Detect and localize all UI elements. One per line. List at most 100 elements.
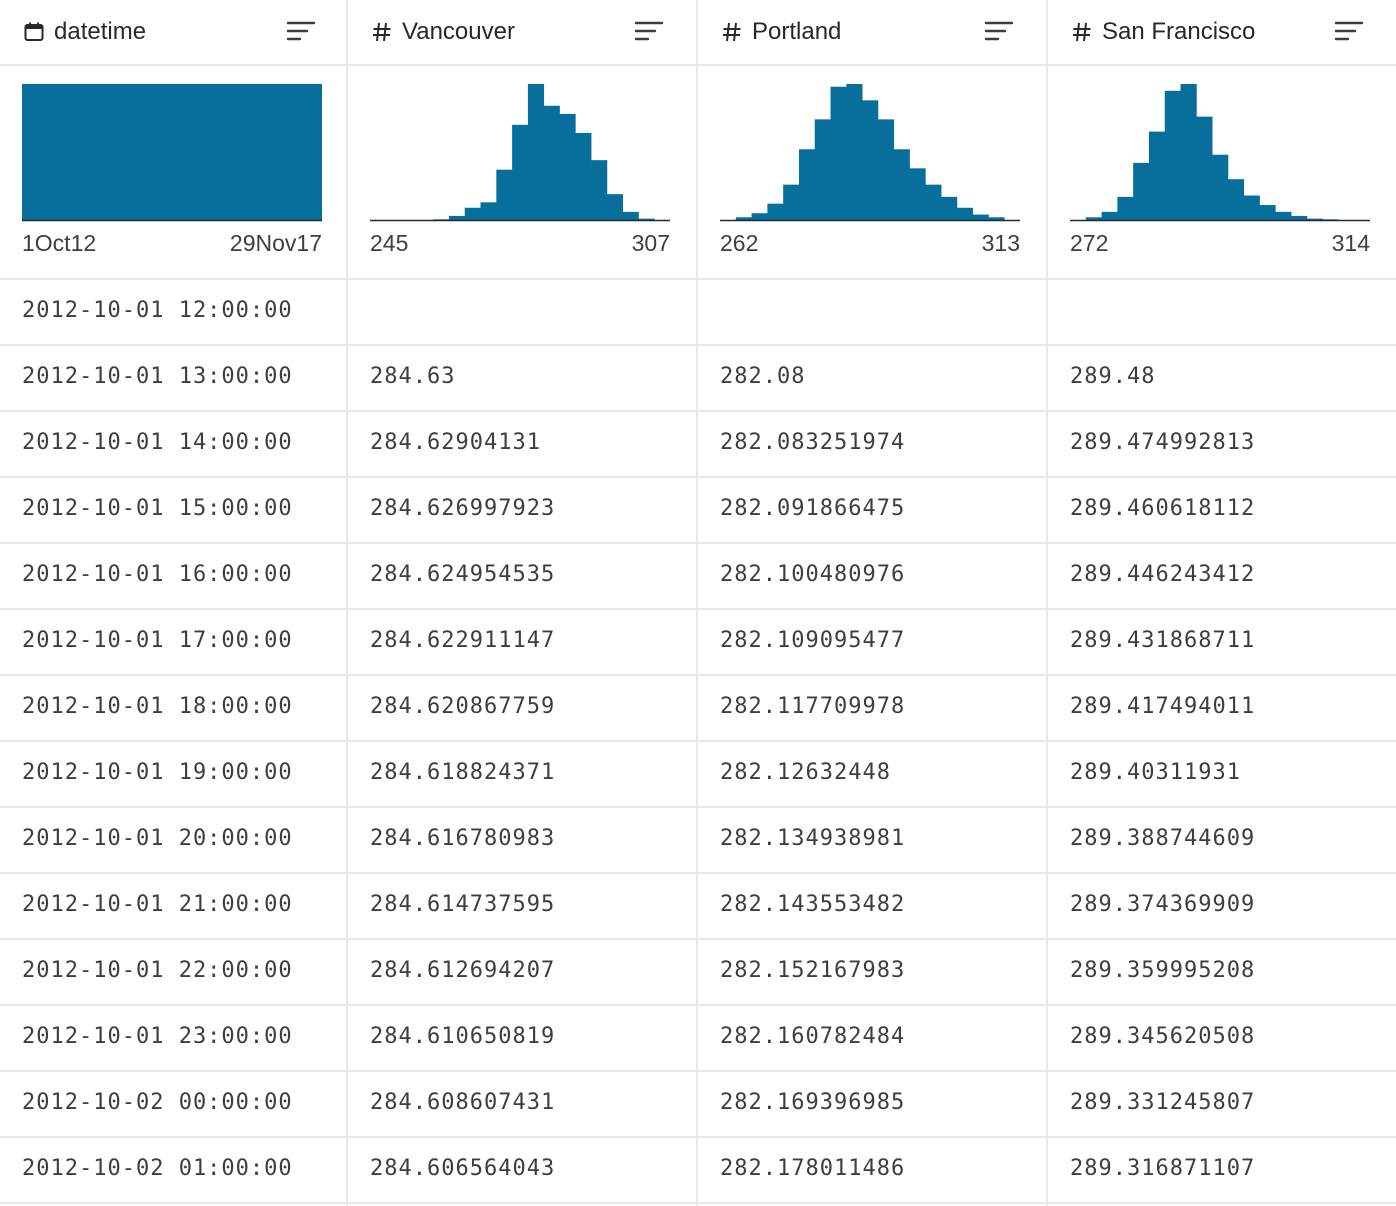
table-cell[interactable]: 2012-10-01 17:00:00	[22, 628, 293, 653]
table-cell[interactable]: 289.40311931	[1070, 760, 1241, 785]
table-cell[interactable]: 284.616780983	[370, 826, 556, 851]
column-divider[interactable]	[346, 0, 348, 1206]
histogram-bar[interactable]	[735, 217, 752, 220]
table-cell[interactable]: 2012-10-01 21:00:00	[22, 892, 293, 917]
histogram-bar[interactable]	[1243, 195, 1260, 220]
table-cell[interactable]: 289.331245807	[1070, 1090, 1256, 1115]
table-cell[interactable]: 282.08	[720, 364, 806, 389]
histogram-bar[interactable]	[956, 207, 974, 220]
histogram-bar[interactable]	[606, 194, 624, 220]
histogram-datetime[interactable]	[22, 80, 322, 222]
column-header-datetime[interactable]: datetime	[22, 0, 146, 64]
table-cell[interactable]: 289.374369909	[1070, 892, 1256, 917]
histogram-bar[interactable]	[941, 196, 958, 220]
column-header-san-francisco[interactable]: San Francisco	[1070, 0, 1255, 64]
histogram-bar[interactable]	[925, 184, 942, 220]
table-cell[interactable]: 2012-10-01 13:00:00	[22, 364, 293, 389]
table-cell[interactable]: 2012-10-01 22:00:00	[22, 958, 293, 983]
histogram-bar[interactable]	[862, 100, 879, 220]
histogram-bar[interactable]	[972, 214, 989, 220]
table-cell[interactable]: 284.618824371	[370, 760, 556, 785]
table-cell[interactable]: 2012-10-02 01:00:00	[22, 1156, 293, 1181]
table-cell[interactable]: 2012-10-01 15:00:00	[22, 496, 293, 521]
table-cell[interactable]: 289.417494011	[1070, 694, 1256, 719]
histogram-bar[interactable]	[496, 169, 513, 220]
histogram-bar[interactable]	[1275, 211, 1292, 220]
table-cell[interactable]: 284.614737595	[370, 892, 556, 917]
table-cell[interactable]: 289.446243412	[1070, 562, 1256, 587]
table-cell[interactable]: 282.178011486	[720, 1156, 906, 1181]
column-divider[interactable]	[1046, 0, 1048, 1206]
histogram-bar[interactable]	[512, 124, 529, 220]
histogram-bar[interactable]	[767, 203, 784, 220]
histogram-bar[interactable]	[464, 207, 481, 220]
histogram-bar[interactable]	[846, 84, 863, 220]
table-cell[interactable]: 282.091866475	[720, 496, 906, 521]
table-cell[interactable]: 2012-10-01 18:00:00	[22, 694, 293, 719]
sort-icon[interactable]	[286, 18, 316, 44]
table-cell[interactable]: 2012-10-02 00:00:00	[22, 1090, 293, 1115]
histogram-bar[interactable]	[1133, 162, 1150, 220]
sort-icon[interactable]	[634, 18, 664, 44]
histogram-bar[interactable]	[798, 149, 816, 220]
histogram-bar[interactable]	[575, 132, 592, 220]
table-cell[interactable]: 282.12632448	[720, 760, 891, 785]
table-cell[interactable]: 289.345620508	[1070, 1024, 1256, 1049]
histogram-bar[interactable]	[543, 105, 560, 220]
histogram-bar[interactable]	[480, 202, 497, 220]
table-cell[interactable]: 284.622911147	[370, 628, 556, 653]
histogram-bar[interactable]	[22, 84, 322, 220]
histogram-portland[interactable]	[720, 80, 1020, 222]
table-cell[interactable]: 284.608607431	[370, 1090, 556, 1115]
histogram-bar[interactable]	[559, 113, 576, 220]
histogram-bar[interactable]	[622, 211, 639, 220]
table-cell[interactable]: 282.169396985	[720, 1090, 906, 1115]
table-cell[interactable]: 284.606564043	[370, 1156, 556, 1181]
table-cell[interactable]: 282.160782484	[720, 1024, 906, 1049]
column-divider[interactable]	[696, 0, 698, 1206]
table-cell[interactable]: 2012-10-01 14:00:00	[22, 430, 293, 455]
table-cell[interactable]: 284.626997923	[370, 496, 556, 521]
histogram-bar[interactable]	[591, 160, 608, 220]
histogram-bar[interactable]	[1259, 205, 1276, 220]
histogram-bar[interactable]	[751, 213, 768, 220]
table-cell[interactable]: 289.359995208	[1070, 958, 1256, 983]
table-cell[interactable]: 289.316871107	[1070, 1156, 1256, 1181]
histogram-bar[interactable]	[1164, 90, 1181, 220]
histogram-bar[interactable]	[814, 119, 831, 220]
table-cell[interactable]: 2012-10-01 20:00:00	[22, 826, 293, 851]
table-cell[interactable]: 2012-10-01 23:00:00	[22, 1024, 293, 1049]
table-cell[interactable]: 289.431868711	[1070, 628, 1256, 653]
histogram-bar[interactable]	[830, 86, 847, 220]
table-cell[interactable]: 284.63	[370, 364, 456, 389]
table-cell[interactable]: 2012-10-01 16:00:00	[22, 562, 293, 587]
histogram-bar[interactable]	[1212, 154, 1229, 220]
histogram-bar[interactable]	[433, 219, 450, 220]
table-cell[interactable]: 282.134938981	[720, 826, 906, 851]
table-cell[interactable]: 2012-10-01 12:00:00	[22, 298, 293, 323]
table-cell[interactable]: 282.143553482	[720, 892, 906, 917]
histogram-bar[interactable]	[1101, 211, 1118, 220]
table-cell[interactable]: 282.100480976	[720, 562, 906, 587]
histogram-bar[interactable]	[783, 184, 800, 220]
table-cell[interactable]: 289.460618112	[1070, 496, 1256, 521]
column-header-portland[interactable]: Portland	[720, 0, 841, 64]
histogram-bar[interactable]	[1117, 196, 1134, 220]
table-cell[interactable]: 284.610650819	[370, 1024, 556, 1049]
histogram-bar[interactable]	[638, 218, 655, 220]
table-cell[interactable]: 284.624954535	[370, 562, 556, 587]
sort-icon[interactable]	[1334, 18, 1364, 44]
histogram-bar[interactable]	[1291, 215, 1308, 220]
table-cell[interactable]: 282.083251974	[720, 430, 906, 455]
histogram-bar[interactable]	[909, 168, 926, 220]
column-header-vancouver[interactable]: Vancouver	[370, 0, 515, 64]
histogram-bar[interactable]	[1322, 219, 1339, 220]
histogram-bar[interactable]	[988, 217, 1005, 220]
table-cell[interactable]: 282.117709978	[720, 694, 906, 719]
table-cell[interactable]: 282.152167983	[720, 958, 906, 983]
table-cell[interactable]: 2012-10-01 19:00:00	[22, 760, 293, 785]
histogram-bar[interactable]	[1180, 84, 1197, 220]
table-cell[interactable]: 282.109095477	[720, 628, 906, 653]
table-cell[interactable]: 289.474992813	[1070, 430, 1256, 455]
table-cell[interactable]: 284.62904131	[370, 430, 541, 455]
